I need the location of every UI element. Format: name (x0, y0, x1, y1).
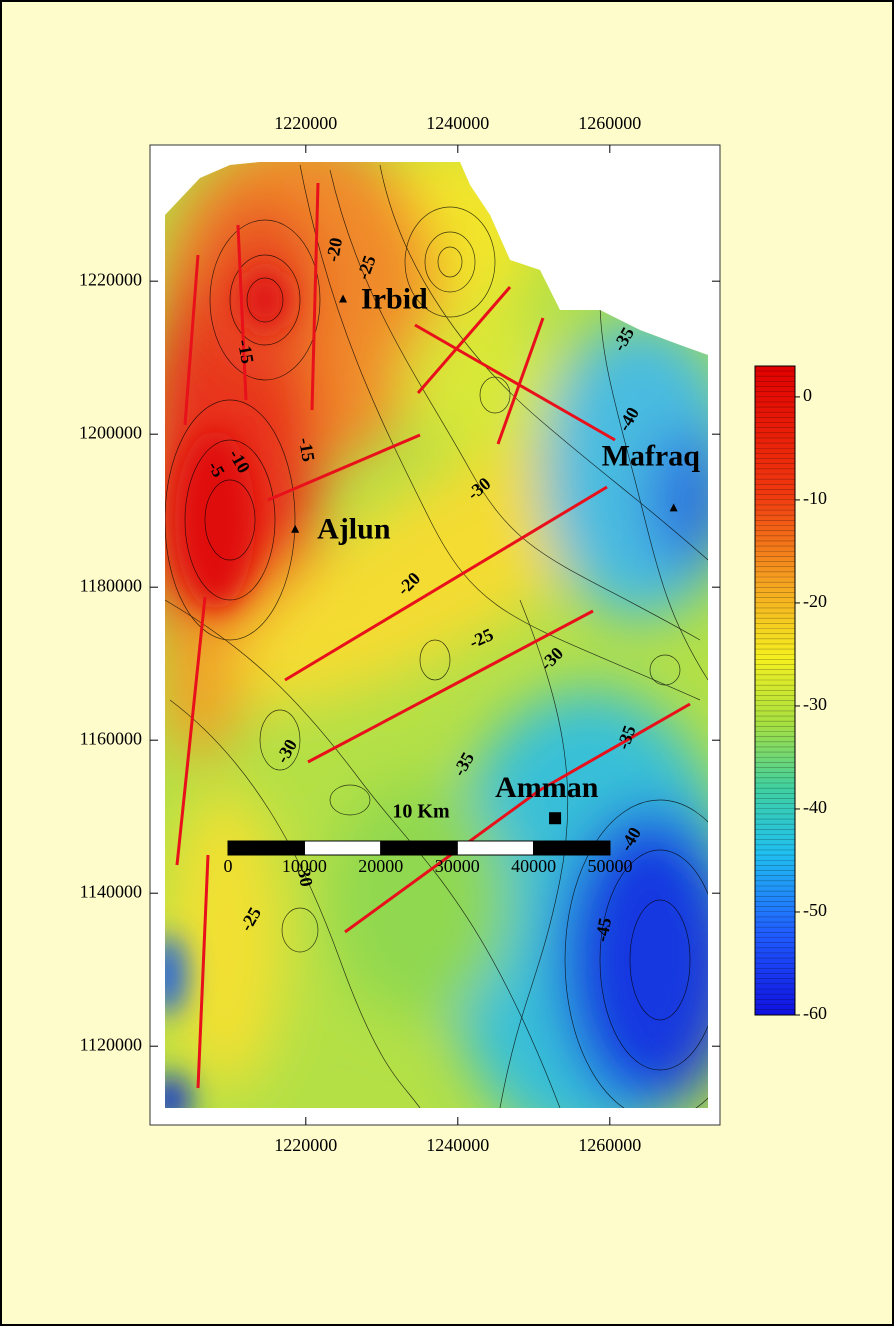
city-label: Amman (495, 771, 599, 804)
y-tick-label: 1160000 (80, 728, 142, 748)
city-marker (549, 812, 561, 824)
x-tick-label-top: 1240000 (426, 113, 489, 133)
colorbar-tick-label: -50 (803, 900, 827, 920)
y-tick-label: 1200000 (79, 422, 142, 442)
x-tick-label-top: 1220000 (274, 113, 337, 133)
x-tick-label-bottom: 1220000 (274, 1135, 337, 1155)
scale-bar-label: 10 Km (392, 801, 450, 823)
y-tick-label: 1180000 (80, 575, 142, 595)
scale-bar-segment (381, 841, 457, 855)
scale-bar-tick-label: 30000 (435, 856, 480, 876)
scale-bar-tick-label: 0 (224, 856, 233, 876)
scale-bar-segment (457, 841, 533, 855)
colorbar-tick-label: -20 (803, 591, 827, 611)
colorbar-tick-label: 0 (803, 385, 812, 405)
y-tick-label: 1120000 (80, 1034, 142, 1054)
colorbar-tick-label: -30 (803, 694, 827, 714)
colorbar-tick-label: -40 (803, 797, 827, 817)
figure: 1220000 1220000 1240000 1240000 1260000 12600… (0, 0, 894, 1326)
contour-label: -15 (295, 436, 319, 463)
y-tick-label: 1140000 (80, 881, 142, 901)
y-tick-label: 1220000 (79, 269, 142, 289)
x-tick-label-top: 1260000 (578, 113, 641, 133)
city-label: Mafraq (602, 439, 701, 472)
scale-bar-tick-label: 10000 (282, 856, 327, 876)
scale-bar-segment (304, 841, 380, 855)
contour-label: -45 (591, 916, 615, 943)
scale-bar-tick-label: 20000 (358, 856, 403, 876)
scale-bar-tick-label: 50000 (588, 856, 633, 876)
x-tick-label-bottom: 1260000 (578, 1135, 641, 1155)
page: { "map": { "x_axis": {"lim": [1199500, 1… (0, 0, 894, 1326)
city-label: Irbid (361, 282, 428, 315)
x-tick-label-bottom: 1240000 (426, 1135, 489, 1155)
scale-bar-tick-label: 40000 (511, 856, 556, 876)
colorbar-tick-label: -10 (803, 488, 827, 508)
contour-label: -15 (234, 338, 258, 365)
scale-bar-segment (228, 841, 304, 855)
colorbar-tick-label: -60 (803, 1003, 827, 1023)
scale-bar-segment (534, 841, 610, 855)
contour-label: -20 (322, 236, 346, 263)
city-label: Ajlun (317, 513, 391, 546)
